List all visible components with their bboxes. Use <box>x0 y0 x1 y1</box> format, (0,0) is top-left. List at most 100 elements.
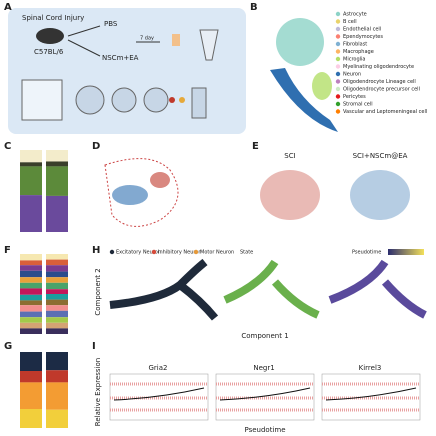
legend-label: Microglia <box>343 57 365 63</box>
trend-line <box>113 387 205 401</box>
axis-title: Component 1 <box>241 332 288 340</box>
gene-title: Gria2 <box>149 364 168 372</box>
legend-label: Pericytes <box>343 94 366 100</box>
bar-segment <box>20 288 42 295</box>
colorbar <box>388 249 424 255</box>
legend-label: Ependymocytes <box>343 34 383 40</box>
bar-segment <box>20 270 42 278</box>
legend-swatch <box>335 71 341 77</box>
trajectory <box>223 259 320 319</box>
legend-label: Myelinating oligodendrocyte <box>343 64 414 70</box>
legend-label: Fibroblast <box>343 42 367 48</box>
subtitle: SCI <box>284 152 295 160</box>
arrow <box>67 25 101 37</box>
bar-segment <box>46 195 68 232</box>
bar-segment <box>46 277 68 283</box>
panel-letter: A <box>4 2 12 13</box>
schematic-box <box>8 8 246 134</box>
bar-segment <box>46 259 68 266</box>
workflow-icons <box>21 79 207 121</box>
legend-label: Macrophage <box>343 49 374 55</box>
legend-swatch <box>335 109 341 114</box>
bar-segment <box>46 310 68 318</box>
bar-segment <box>46 254 68 260</box>
panel-letter: I <box>92 341 96 352</box>
legend-label: Endothelial cell <box>343 27 381 33</box>
bar-segment <box>46 370 68 383</box>
expression-band <box>322 382 420 412</box>
dot <box>179 97 185 103</box>
legend-swatch <box>335 49 341 54</box>
panel-letter: G <box>4 341 12 352</box>
legend-label: Neuron <box>343 72 361 78</box>
umap-cluster <box>270 68 338 132</box>
bar-segment <box>20 305 42 312</box>
legend-swatch <box>335 101 341 107</box>
legend-title: State <box>240 250 253 256</box>
umap-cluster <box>276 18 324 66</box>
umap-cells <box>104 158 179 227</box>
bar-segment <box>20 195 42 232</box>
bar-segment <box>20 352 42 371</box>
mouse-icon <box>36 28 64 44</box>
bar-segment <box>20 322 42 329</box>
bar-segment <box>20 371 42 383</box>
legend-label: Oligodendrocyte Lineage cell <box>343 79 416 85</box>
umap-cluster <box>350 170 410 220</box>
legend-swatch <box>193 249 199 255</box>
bar-segment <box>20 265 42 271</box>
legend-swatch <box>151 249 157 255</box>
gene-title: Negr1 <box>253 364 274 372</box>
bar-segment <box>20 294 42 301</box>
legend-swatch <box>109 249 115 255</box>
label: C57BL/6 <box>34 48 64 56</box>
bar-segment <box>20 317 42 323</box>
trajectory <box>328 259 427 319</box>
bar-segment <box>20 166 42 196</box>
bar-segment <box>46 328 68 334</box>
legend-swatch <box>335 86 341 92</box>
trajectory <box>109 258 219 321</box>
legend-swatch <box>335 26 341 32</box>
umap-cluster <box>312 72 332 100</box>
panel-letter: H <box>92 245 100 256</box>
legend-swatch <box>335 56 341 62</box>
umap-cluster <box>112 185 148 205</box>
axis-title: Relative Expression <box>94 358 102 426</box>
label: Spinal Cord Injury <box>22 14 84 22</box>
legend-swatch <box>335 34 341 39</box>
bar-segment <box>46 282 68 290</box>
gene-title: Kirrel3 <box>359 364 382 372</box>
dot <box>169 97 175 103</box>
bar-segment <box>46 305 68 311</box>
legend-label: Astrocyte <box>343 12 367 18</box>
tissue-icon <box>172 34 180 46</box>
expression-band <box>110 382 208 412</box>
subtitle: SCI+NSCm@EA <box>353 152 408 160</box>
panel-letter: F <box>4 245 11 256</box>
bar-segment <box>46 289 68 294</box>
legend-swatch <box>335 11 341 17</box>
bar-segment <box>20 277 42 283</box>
bar-segment <box>46 409 68 428</box>
bar-segment <box>46 294 68 300</box>
axis-title: Component 2 <box>94 268 102 315</box>
tube-icon <box>199 29 219 61</box>
bar-segment <box>20 311 42 318</box>
legend-label: Excitatory Neuron <box>116 250 161 256</box>
bar-segment <box>46 161 68 167</box>
bar-segment <box>20 162 42 167</box>
panel-letter: B <box>250 2 258 13</box>
legend-swatch <box>335 19 341 24</box>
bar-segment <box>46 150 68 162</box>
legend-swatch <box>335 94 341 99</box>
legend-label: Oligodendrocyte precursor cell <box>343 87 420 93</box>
bar-segment <box>20 260 42 266</box>
umap-cluster <box>150 172 170 188</box>
bar-segment <box>46 265 68 272</box>
legend-label: Vascular and Leptomeningeal cell <box>343 109 427 115</box>
trend-line <box>325 387 417 401</box>
bar-segment <box>20 382 42 409</box>
bar-segment <box>46 166 68 196</box>
